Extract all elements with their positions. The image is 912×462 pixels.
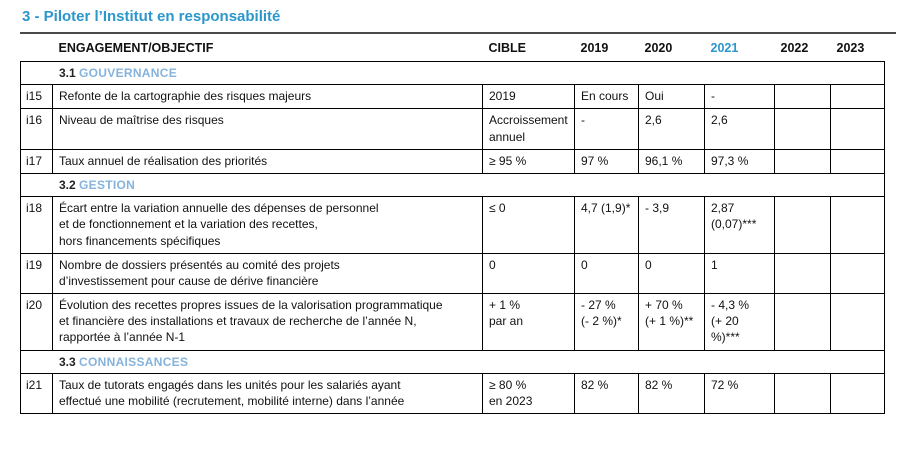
header-year-2020: 2020 [644, 41, 673, 55]
value-2020: + 70 % (+ 1 %)** [638, 293, 705, 351]
value-2022 [774, 252, 831, 295]
row-id: i15 [20, 84, 53, 110]
section-number: 3.2 [59, 177, 76, 192]
row-id: i20 [20, 293, 53, 351]
value-2021: 2,87 (0,07)*** [704, 196, 775, 254]
value-2023 [830, 148, 885, 174]
header-year-2019: 2019 [580, 41, 609, 55]
value-2019: En cours [574, 84, 639, 110]
value-2021: 1 [704, 252, 775, 295]
table-body: 3.1 GOUVERNANCE i15 Refonte de la cartog… [20, 60, 885, 415]
value-2019: 0 [574, 252, 639, 295]
target-cell: ≤ 0 [482, 196, 575, 254]
section-row-connaissances: 3.3 CONNAISSANCES [20, 349, 885, 374]
value-2023 [830, 196, 885, 254]
header-year-2021: 2021 [710, 41, 739, 55]
table-row-i19: i19 Nombre de dossiers présentés au comi… [20, 252, 885, 295]
value-2022 [774, 196, 831, 254]
header-row: ENGAGEMENT/OBJECTIF CIBLE 2019 2020 2021… [21, 34, 885, 62]
table-row-i18: i18 Écart entre la variation annuelle de… [20, 196, 885, 254]
objective-cell: Nombre de dossiers présentés au comité d… [52, 252, 483, 295]
value-2019: - 27 % (- 2 %)* [574, 293, 639, 351]
value-2022 [774, 372, 831, 415]
table-row-i15: i15 Refonte de la cartographie des risqu… [20, 84, 885, 110]
objective-cell: Refonte de la cartographie des risques m… [52, 84, 483, 110]
value-2021: 97,3 % [704, 148, 775, 174]
section-name: GOUVERNANCE [79, 66, 178, 80]
objective-cell: Évolution des recettes propres issues de… [52, 293, 483, 351]
objective-cell: Taux annuel de réalisation des priorités [52, 148, 483, 174]
value-2023 [830, 84, 885, 110]
row-id: i21 [20, 372, 53, 415]
value-2020: Oui [638, 84, 705, 110]
row-id: i19 [20, 252, 53, 295]
report-page: 3 - Piloter l’Institut en responsabilité… [20, 6, 896, 415]
indicators-table: ENGAGEMENT/OBJECTIF CIBLE 2019 2020 2021… [20, 34, 885, 415]
value-2019: 4,7 (1,9)* [574, 196, 639, 254]
value-2022 [774, 108, 831, 150]
header-year-2022: 2022 [780, 41, 809, 55]
value-2019: 82 % [574, 372, 639, 415]
value-2021: - [704, 84, 775, 110]
target-cell: Accroissement annuel [482, 108, 575, 150]
value-2020: 82 % [638, 372, 705, 415]
table-row-i17: i17 Taux annuel de réalisation des prior… [20, 148, 885, 174]
header-target: CIBLE [488, 41, 527, 55]
target-cell: 2019 [482, 84, 575, 110]
row-id: i18 [20, 196, 53, 254]
table-header: ENGAGEMENT/OBJECTIF CIBLE 2019 2020 2021… [21, 34, 885, 62]
target-cell: ≥ 95 % [482, 148, 575, 174]
value-2019: - [574, 108, 639, 150]
value-2020: 2,6 [638, 108, 705, 150]
objective-cell: Taux de tutorats engagés dans les unités… [52, 372, 483, 415]
value-2023 [830, 372, 885, 415]
value-2021: 72 % [704, 372, 775, 415]
target-cell: ≥ 80 % en 2023 [482, 372, 575, 415]
value-2022 [774, 293, 831, 351]
value-2019: 97 % [574, 148, 639, 174]
section-number: 3.3 [59, 354, 76, 369]
value-2023 [830, 108, 885, 150]
table-row-i20: i20 Évolution des recettes propres issue… [20, 293, 885, 351]
header-year-2023: 2023 [836, 41, 865, 55]
section-row-gestion: 3.2 GESTION [20, 172, 885, 198]
objective-cell: Niveau de maîtrise des risques [52, 108, 483, 150]
target-cell: + 1 % par an [482, 293, 575, 351]
section-number: 3.1 [59, 66, 76, 80]
objective-cell: Écart entre la variation annuelle des dé… [52, 196, 483, 254]
section-cell: 3.1 GOUVERNANCE [20, 60, 885, 86]
value-2023 [830, 293, 885, 351]
table-row-i21: i21 Taux de tutorats engagés dans les un… [20, 372, 885, 415]
value-2021: - 4,3 % (+ 20 %)*** [704, 293, 775, 351]
table-row-i16: i16 Niveau de maîtrise des risques Accro… [20, 108, 885, 150]
value-2020: - 3,9 [638, 196, 705, 254]
row-id: i16 [20, 108, 53, 150]
value-2020: 96,1 % [638, 148, 705, 174]
target-cell: 0 [482, 252, 575, 295]
value-2023 [830, 252, 885, 295]
value-2021: 2,6 [704, 108, 775, 150]
row-id: i17 [20, 148, 53, 174]
section-cell: 3.2 GESTION [20, 172, 885, 198]
section-name: CONNAISSANCES [79, 354, 189, 369]
section-name: GESTION [79, 177, 136, 192]
header-objective: ENGAGEMENT/OBJECTIF [58, 41, 214, 55]
value-2022 [774, 148, 831, 174]
value-2022 [774, 84, 831, 110]
section-row-governance: 3.1 GOUVERNANCE [20, 60, 885, 86]
page-title: 3 - Piloter l’Institut en responsabilité [20, 6, 896, 34]
section-cell: 3.3 CONNAISSANCES [20, 349, 885, 374]
value-2020: 0 [638, 252, 705, 295]
